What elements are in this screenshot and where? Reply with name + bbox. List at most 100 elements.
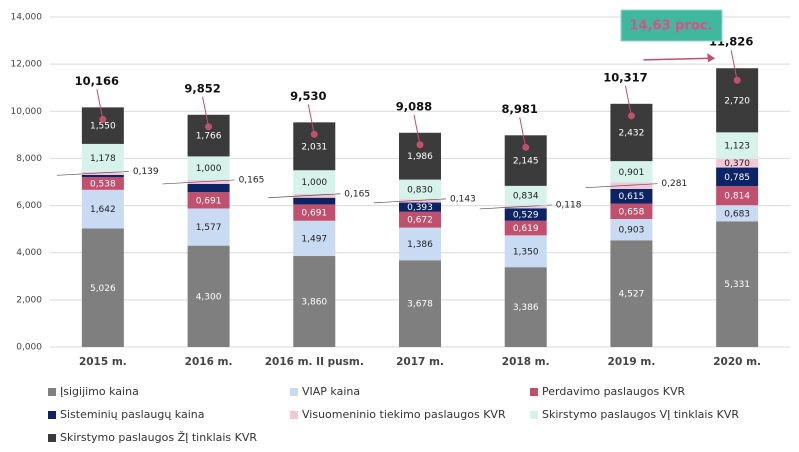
bar-segment [399, 179, 441, 200]
segment-label: 0,903 [619, 226, 645, 236]
callout-line [373, 198, 447, 204]
bar-segment [81, 174, 124, 178]
segment-label: 1,350 [513, 247, 539, 257]
bar-segment [610, 182, 653, 190]
x-tick-label: 2016 m. II pusm. [265, 356, 364, 368]
total-dot [310, 130, 318, 138]
bar-segment [187, 245, 230, 347]
total-label: 10,166 [75, 74, 119, 88]
segment-label: 0,901 [619, 168, 645, 178]
segment-label: 4,300 [196, 292, 222, 302]
legend-label: Skirstymo paslaugos ŽĮ tinklais KVR [60, 431, 257, 444]
total-dot [205, 123, 213, 131]
segment-label: 0,165 [239, 175, 265, 185]
bar-segment [399, 211, 441, 228]
bar-segment [504, 205, 547, 209]
segment-label: 0,281 [661, 179, 687, 189]
segment-label: 5,026 [90, 284, 116, 294]
segment-label: 0,785 [724, 173, 750, 183]
bar-segment [610, 161, 653, 183]
bar-segment [293, 204, 336, 221]
segment-label: 0,691 [301, 209, 327, 219]
segment-label: 5,331 [724, 280, 750, 290]
total-leader [413, 114, 421, 145]
bar-segment [399, 227, 441, 261]
segment-label: 0,814 [724, 192, 750, 202]
legend-swatch [530, 411, 538, 419]
segment-label: 0,370 [724, 159, 750, 169]
bar-segment [399, 132, 441, 180]
y-tick-label: 12,000 [11, 60, 43, 70]
bar-segment [610, 203, 653, 220]
bar-segment [81, 171, 124, 175]
bar-segment [399, 199, 441, 203]
bar-segment [399, 202, 441, 212]
y-tick-label: 4,000 [16, 248, 42, 258]
segment-label: 0,139 [133, 167, 159, 177]
bar-segment [716, 205, 759, 222]
bar-segment [716, 186, 759, 206]
segment-label: 4,527 [619, 290, 645, 300]
bar-segment [504, 235, 547, 268]
bar-segment [716, 158, 759, 168]
segment-label: 2,031 [301, 142, 327, 152]
segment-label: 0,683 [724, 209, 750, 219]
total-label: 9,530 [290, 89, 326, 103]
segment-label: 1,986 [407, 152, 433, 162]
total-dot [627, 112, 635, 120]
x-tick-label: 2020 m. [713, 356, 761, 368]
bar-segment [399, 260, 441, 347]
total-leader [730, 50, 738, 81]
bar-segment [187, 183, 230, 193]
total-label: 9,088 [396, 99, 432, 113]
bar-segment [610, 219, 653, 241]
annotation-box [620, 9, 723, 42]
y-tick-label: 6,000 [16, 201, 42, 211]
segment-label: 1,577 [196, 223, 222, 233]
total-leader [96, 89, 104, 120]
bar-segment [716, 167, 759, 187]
callout-line [162, 179, 235, 185]
total-leader [519, 117, 527, 148]
segment-label: 3,860 [301, 298, 327, 308]
legend-label: Įsigijimo kaina [60, 385, 139, 398]
annotation: 14,63 proc. [630, 19, 713, 34]
legend-label: Skirstymo paslaugos VĮ tinklais KVR [542, 408, 739, 421]
bar-segment [716, 132, 759, 159]
segment-label: 0,691 [196, 196, 222, 206]
bar-segment [187, 192, 230, 209]
y-tick-label: 0,000 [16, 343, 42, 353]
segment-label: 0,165 [344, 189, 370, 199]
callout-line [479, 204, 552, 210]
bar-segment [81, 143, 124, 172]
bar-segment [187, 179, 230, 184]
segment-label: 0,143 [450, 194, 476, 204]
bar-segment [504, 135, 547, 186]
legend-swatch [48, 411, 56, 419]
segment-label: 1,123 [724, 142, 750, 152]
segment-label: 0,118 [556, 200, 582, 210]
x-tick-label: 2018 m. [502, 356, 550, 368]
growth-arrow [643, 57, 712, 61]
bar-segment [81, 107, 124, 144]
segment-label: 2,720 [724, 96, 750, 106]
bar-segment [81, 177, 124, 190]
x-tick-label: 2016 m. [185, 356, 233, 368]
segment-label: 1,178 [90, 154, 116, 164]
bar-segment [610, 189, 653, 204]
segment-label: 1,766 [196, 132, 222, 142]
segment-label: 0,619 [513, 224, 539, 234]
segment-label: 0,615 [619, 192, 645, 202]
bar-segment [81, 189, 124, 229]
bar-segment [504, 185, 547, 206]
y-tick-label: 14,000 [11, 13, 43, 23]
total-dot [99, 115, 107, 123]
total-dot [522, 143, 530, 151]
segment-label: 0,830 [407, 185, 433, 195]
callout-line [268, 193, 341, 199]
total-leader [202, 96, 210, 127]
bar-segment [293, 122, 336, 171]
total-label: 9,852 [184, 81, 220, 95]
segment-label: 1,642 [90, 205, 116, 215]
segment-label: 1,000 [196, 164, 222, 174]
